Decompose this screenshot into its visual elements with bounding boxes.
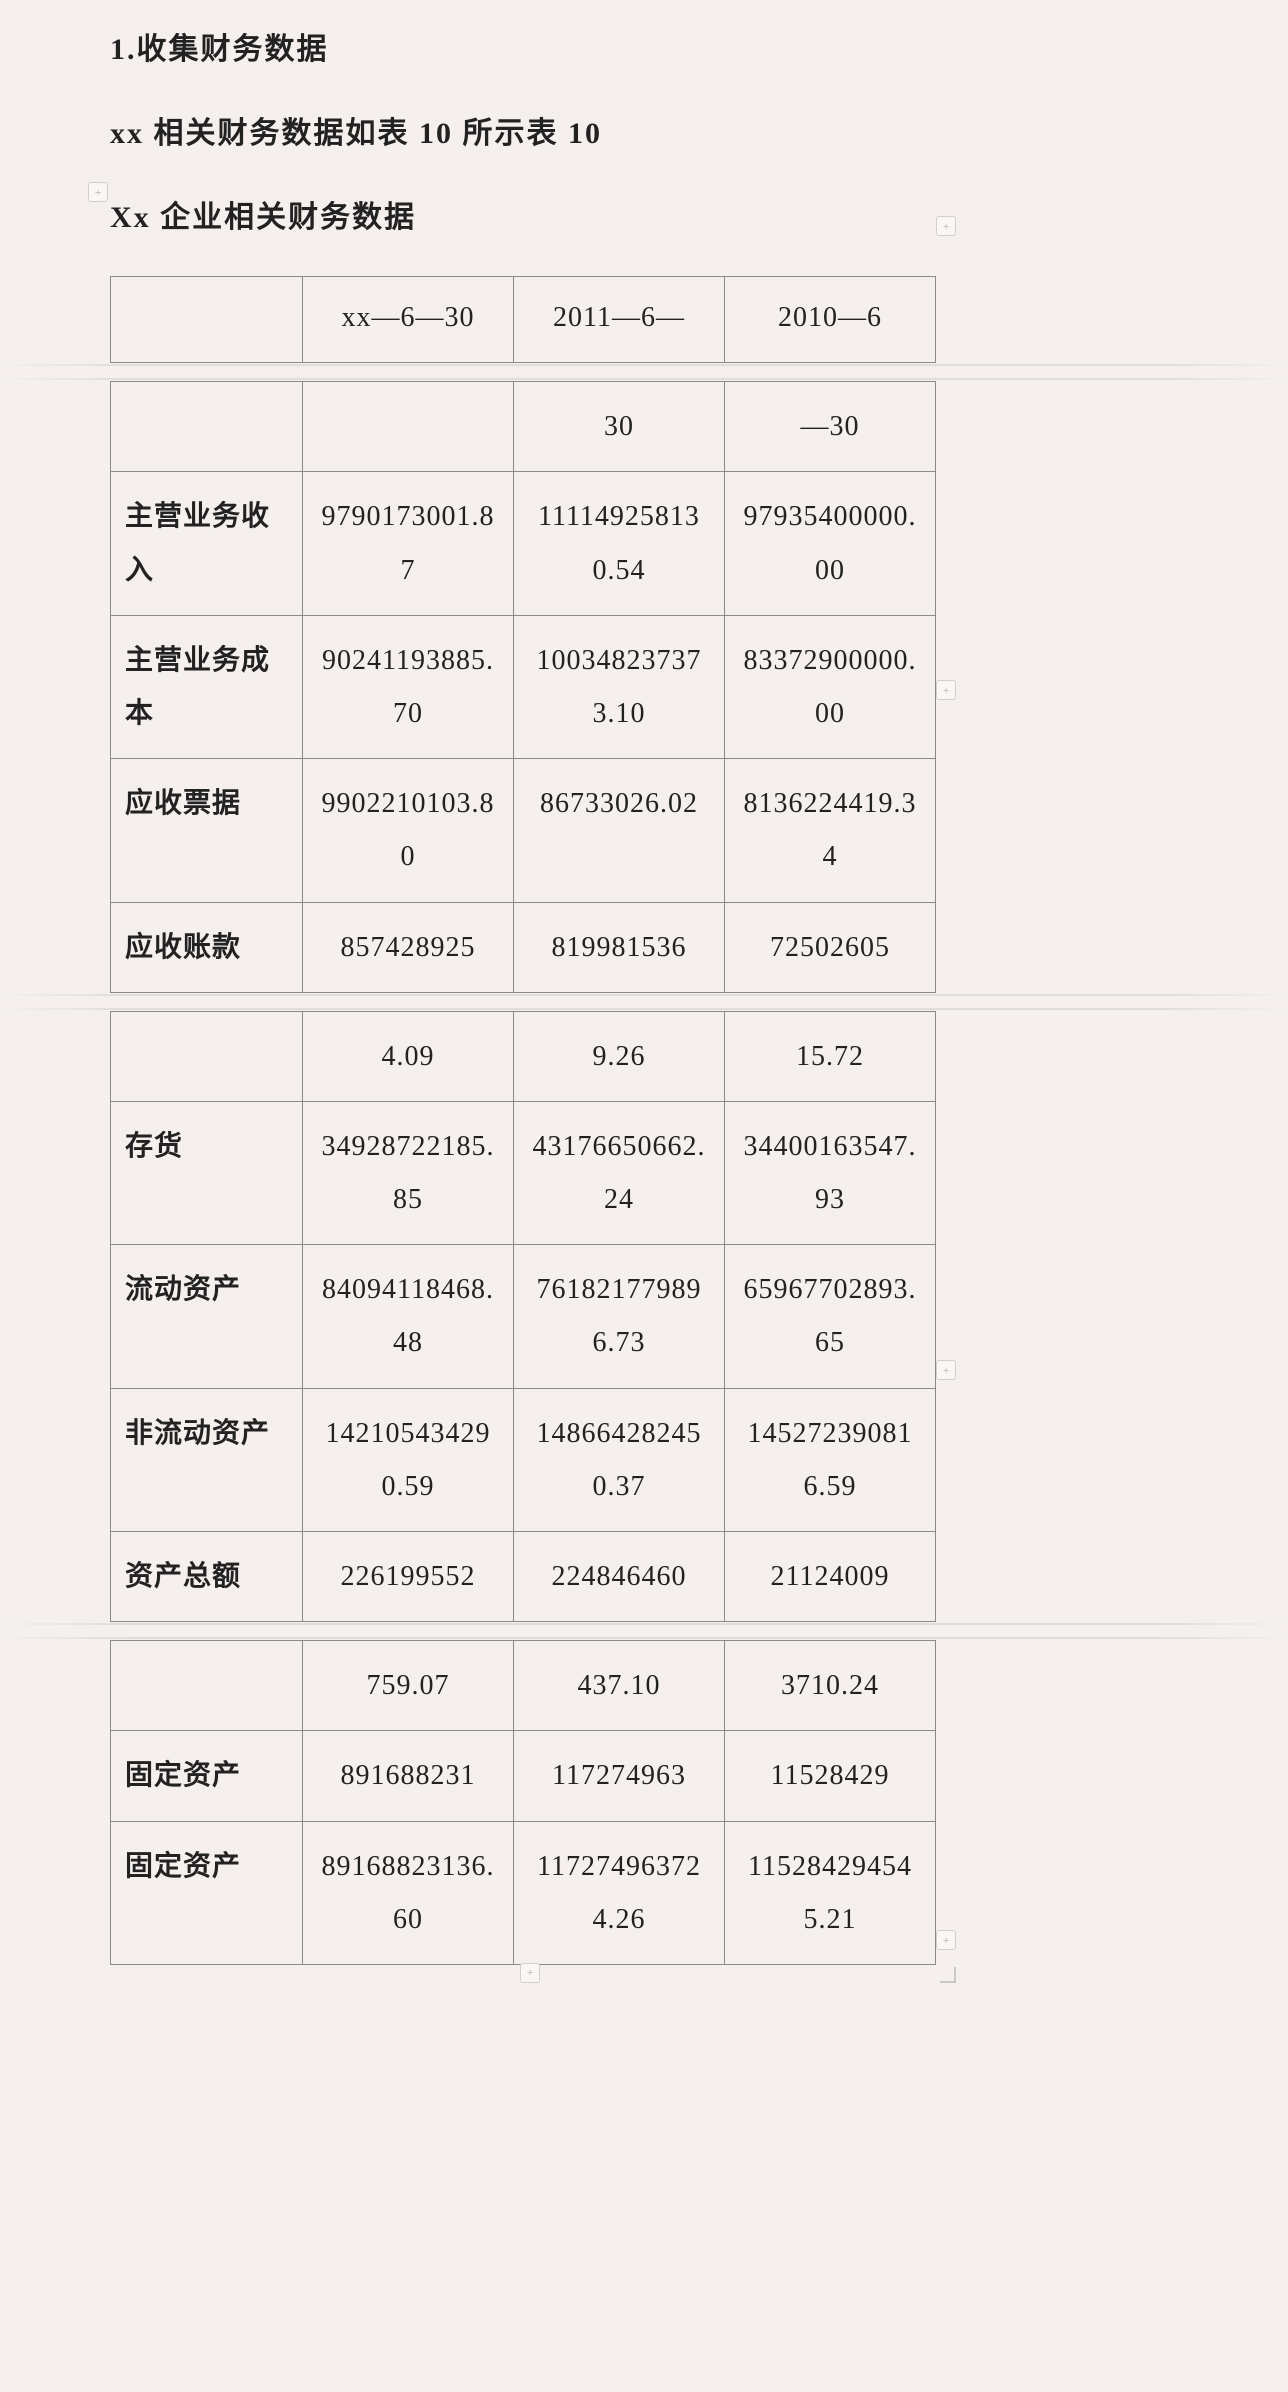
row-label: 存货 [111,1101,303,1244]
table-row: 主营业务收入 9790173001.87 111149258130.54 979… [111,472,936,615]
page-break-gap [110,363,936,381]
table-row: 应收账款 857428925 819981536 72502605 [111,902,936,992]
cell: 819981536 [514,902,725,992]
side-mark-icon: + [936,1930,956,1950]
row-label: 固定资产 [111,1731,303,1821]
table-chunk-4: 759.07 437.10 3710.24 固定资产 891688231 117… [110,1640,936,1965]
row-label: 应收票据 [111,759,303,902]
cell: 226199552 [303,1532,514,1622]
table-header-col3b: —30 [725,382,936,472]
cell: 43176650662.24 [514,1101,725,1244]
cell: 759.07 [303,1641,514,1731]
table-row: 4.09 9.26 15.72 [111,1011,936,1101]
cell: 115284294545.21 [725,1821,936,1964]
cell: 89168823136.60 [303,1821,514,1964]
cell: 8136224419.34 [725,759,936,902]
cell: 224846460 [514,1532,725,1622]
row-label: 非流动资产 [111,1388,303,1531]
table-row: 资产总额 226199552 224846460 21124009 [111,1532,936,1622]
row-label: 固定资产 [111,1821,303,1964]
table-cell-blank [111,1641,303,1731]
cell: 9790173001.87 [303,472,514,615]
side-mark-icon: + [936,680,956,700]
table-cell-blank [111,382,303,472]
table-row: 固定资产 891688231 117274963 11528429 [111,1731,936,1821]
cell: 117274963 [514,1731,725,1821]
table-row: 存货 34928722185.85 43176650662.24 3440016… [111,1101,936,1244]
cell: 34928722185.85 [303,1101,514,1244]
table-cell-blank [303,382,514,472]
table-row: 759.07 437.10 3710.24 [111,1641,936,1731]
cell: 891688231 [303,1731,514,1821]
bottom-mark-icon: + [520,1963,540,1983]
table-header-col3: 2010—6 [725,277,936,363]
table-header-blank [111,277,303,363]
cell: 21124009 [725,1532,936,1622]
page-break-gap [110,1622,936,1640]
table-row: 流动资产 84094118468.48 761821779896.73 6596… [111,1245,936,1388]
cell: 4.09 [303,1011,514,1101]
row-label: 资产总额 [111,1532,303,1622]
row-label: 应收账款 [111,902,303,992]
cell: 148664282450.37 [514,1388,725,1531]
table-row: 非流动资产 142105434290.59 148664282450.37 14… [111,1388,936,1531]
cell: 3710.24 [725,1641,936,1731]
heading-1: 1.收集财务数据 [110,24,1288,68]
cell: 9902210103.80 [303,759,514,902]
corner-resize-icon [940,1967,956,1983]
cell: 15.72 [725,1011,936,1101]
cell: 857428925 [303,902,514,992]
table-row: 应收票据 9902210103.80 86733026.02 813622441… [111,759,936,902]
heading-3: Xx 企业相关财务数据 [110,192,1288,236]
cell: 83372900000.00 [725,615,936,758]
corner-mark-icon: + [88,182,108,202]
row-label: 主营业务成本 [111,615,303,758]
table-header-col2: 2011—6— [514,277,725,363]
cell: 142105434290.59 [303,1388,514,1531]
cell: 11528429 [725,1731,936,1821]
financial-table: xx—6—30 2011—6— 2010—6 30 —30 主营业务收入 979… [110,276,936,1965]
side-mark-icon: + [936,1360,956,1380]
table-chunk-1: xx—6—30 2011—6— 2010—6 [110,276,936,363]
heading-2: xx 相关财务数据如表 10 所示表 10 [110,108,1288,152]
table-header-col2b: 30 [514,382,725,472]
cell: 437.10 [514,1641,725,1731]
cell: 761821779896.73 [514,1245,725,1388]
table-chunk-2: 30 —30 主营业务收入 9790173001.87 111149258130… [110,381,936,993]
table-header-col1: xx—6—30 [303,277,514,363]
table-row: 30 —30 [111,382,936,472]
cell: 9.26 [514,1011,725,1101]
table-cell-blank [111,1011,303,1101]
document-page: + + + + + 1.收集财务数据 xx 相关财务数据如表 10 所示表 10… [0,0,1288,2005]
cell: 117274963724.26 [514,1821,725,1964]
cell: 97935400000.00 [725,472,936,615]
cell: 86733026.02 [514,759,725,902]
cell: 84094118468.48 [303,1245,514,1388]
cell: 100348237373.10 [514,615,725,758]
page-break-gap [110,993,936,1011]
table-chunk-3: 4.09 9.26 15.72 存货 34928722185.85 431766… [110,1011,936,1623]
cell: 90241193885.70 [303,615,514,758]
table-row: 主营业务成本 90241193885.70 100348237373.10 83… [111,615,936,758]
row-label: 流动资产 [111,1245,303,1388]
cell: 111149258130.54 [514,472,725,615]
row-label: 主营业务收入 [111,472,303,615]
cell: 72502605 [725,902,936,992]
cell: 34400163547.93 [725,1101,936,1244]
table-header-row: xx—6—30 2011—6— 2010—6 [111,277,936,363]
table-row: 固定资产 89168823136.60 117274963724.26 1152… [111,1821,936,1964]
cell: 145272390816.59 [725,1388,936,1531]
cell: 65967702893.65 [725,1245,936,1388]
